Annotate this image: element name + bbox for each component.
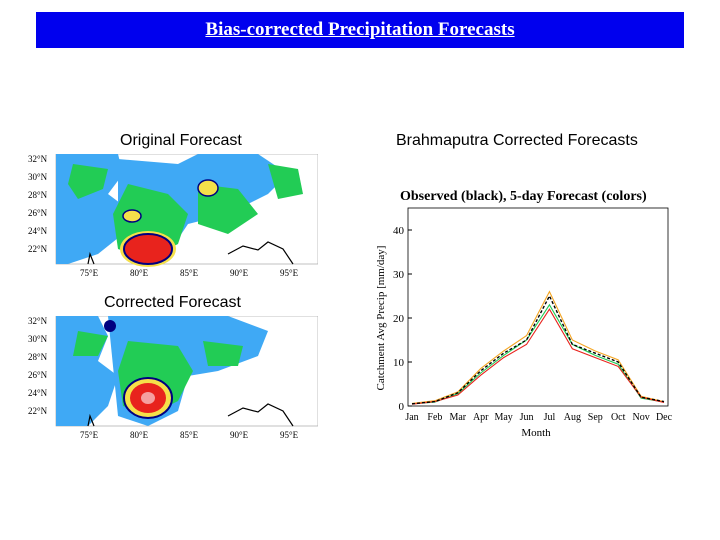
chart-title: Observed (black), 5-day Forecast (colors… [400,189,647,204]
lon-label: 90°E [230,268,249,278]
y-tick-label: 30 [393,269,405,281]
x-tick-label: Feb [427,412,442,423]
lon-label: 75°E [80,268,99,278]
plot-frame [407,207,669,407]
brahmaputra-label: Brahmaputra Corrected Forecasts [396,132,638,149]
lat-label: 26°N [28,370,48,380]
lon-label: 85°E [180,430,199,440]
x-tick-label: Dec [656,412,673,423]
series-line [411,294,665,405]
y-tick-label: 40 [393,225,405,237]
lat-label: 28°N [28,352,48,362]
slide-title-bar: Bias-corrected Precipitation Forecasts [36,12,684,48]
x-axis-label: Month [521,427,551,439]
corrected-forecast-label: Corrected Forecast [104,294,241,311]
x-tick-label: May [494,412,512,423]
lat-label: 26°N [28,208,48,218]
x-tick-label: Jun [520,412,534,423]
lon-label: 80°E [130,430,149,440]
y-tick-label: 10 [393,357,405,369]
x-tick-label: Mar [449,412,466,423]
x-tick-label: Jan [405,412,418,423]
lat-label: 32°N [28,316,48,326]
lon-label: 95°E [280,268,299,278]
x-tick-label: Nov [632,412,649,423]
series-line [411,290,665,404]
series-line [411,303,665,405]
x-tick-label: Sep [588,412,603,423]
lat-label: 24°N [28,226,48,236]
slide-title: Bias-corrected Precipitation Forecasts [205,19,515,40]
x-tick-label: Aug [564,412,581,423]
lon-label: 75°E [80,430,99,440]
brahmaputra-chart: Observed (black), 5-day Forecast (colors… [375,189,673,439]
lon-label: 95°E [280,430,299,440]
x-tick-label: Jul [544,412,556,423]
x-tick-label: Apr [473,412,489,423]
lon-label: 80°E [130,268,149,278]
lon-label: 85°E [180,268,199,278]
y-tick-label: 20 [393,313,405,325]
y-axis-label: Catchment Avg Precip [mm/day] [375,246,387,391]
lat-label: 30°N [28,334,48,344]
corrected-forecast-map: 32°N 30°N 28°N 26°N 24°N 22°N 75°E 80°E … [28,316,318,440]
y-tick-label: 0 [399,401,405,413]
original-forecast-map: 32°N 30°N 28°N 26°N 24°N 22°N 75°E 80°E … [28,154,318,278]
lat-label: 24°N [28,388,48,398]
lat-label: 28°N [28,190,48,200]
lat-label: 30°N [28,172,48,182]
lon-label: 90°E [230,430,249,440]
lat-label: 32°N [28,154,48,164]
x-tick-label: Oct [611,412,626,423]
original-forecast-label: Original Forecast [120,132,242,149]
lat-label: 22°N [28,244,48,254]
lat-label: 22°N [28,406,48,416]
series-line [411,308,665,405]
